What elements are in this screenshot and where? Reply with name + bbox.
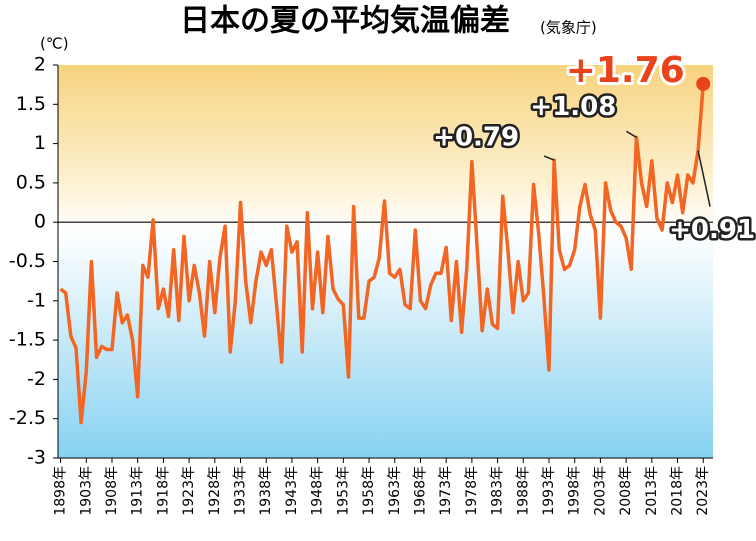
x-tick-label: 1963年 — [387, 466, 403, 516]
x-tick-label: 1968年 — [412, 466, 428, 516]
x-tick-label: 1903年 — [78, 466, 94, 516]
y-tick-label: 2 — [34, 54, 46, 76]
y-tick-label: -1.5 — [9, 329, 46, 351]
x-tick-label: 2023年 — [695, 466, 711, 516]
x-tick-label: 1958年 — [361, 466, 377, 516]
y-tick-label: 0.5 — [16, 171, 46, 193]
x-tick-label: 1953年 — [335, 466, 351, 516]
x-tick-label: 1898年 — [53, 466, 69, 516]
x-tick-label: 1918年 — [155, 466, 171, 516]
y-tick-label: -1 — [27, 289, 46, 311]
x-tick-label: 1928年 — [207, 466, 223, 516]
highlight-point — [696, 76, 711, 91]
y-tick-label: -0.5 — [9, 250, 46, 272]
data-line — [59, 83, 705, 425]
x-tick-label: 1993年 — [541, 466, 557, 516]
x-tick-label: 1933年 — [233, 466, 249, 516]
x-tick-label: 1998年 — [567, 466, 583, 516]
y-unit: (℃) — [40, 35, 69, 53]
x-tick-label: 2003年 — [592, 466, 608, 516]
x-tick-label: 1978年 — [464, 466, 480, 516]
x-tick-label: 2008年 — [618, 466, 634, 516]
x-tick-label: 1948年 — [310, 466, 326, 516]
annotation: +1.76 — [566, 50, 685, 91]
x-tick-label: 1938年 — [258, 466, 274, 516]
annotation: +0.91 — [669, 215, 755, 245]
y-tick-label: -2 — [27, 368, 46, 390]
annotation-leader — [543, 155, 555, 161]
annotation-leader — [697, 150, 711, 207]
y-tick-label: 1 — [34, 132, 46, 154]
x-tick-label: 1973年 — [438, 466, 454, 516]
chart-title: 日本の夏の平均気温偏差 — [180, 4, 510, 39]
y-tick-label: 1.5 — [16, 93, 46, 115]
x-tick-label: 1983年 — [490, 466, 506, 516]
annotation: +0.79 — [433, 123, 519, 153]
y-tick-label: -2.5 — [9, 407, 46, 429]
x-tick-label: 2013年 — [644, 466, 660, 516]
x-tick-label: 1923年 — [181, 466, 197, 516]
annotation: +1.08 — [530, 92, 616, 122]
chart-subtitle: (気象庁) — [540, 19, 597, 37]
annotation-leader — [626, 130, 637, 138]
x-tick-label: 1988年 — [515, 466, 531, 516]
x-tick-label: 1943年 — [284, 466, 300, 516]
x-tick-label: 1913年 — [130, 466, 146, 516]
y-tick-label: -3 — [27, 447, 46, 469]
y-tick-label: 0 — [34, 211, 46, 233]
x-tick-label: 1908年 — [104, 466, 120, 516]
x-tick-label: 2018年 — [670, 466, 686, 516]
